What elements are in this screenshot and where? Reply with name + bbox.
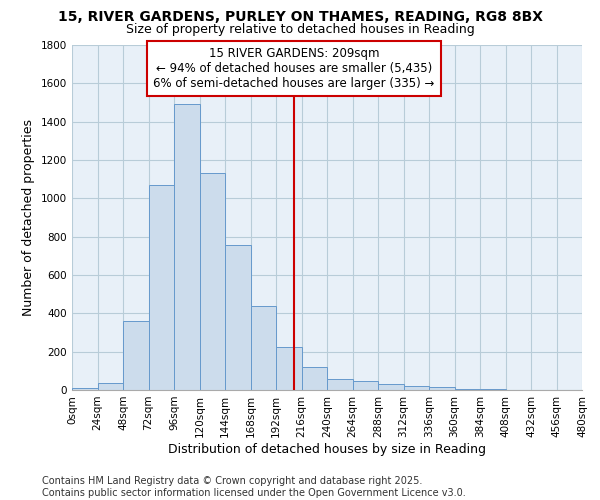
- Bar: [276, 347, 302, 390]
- Bar: [225, 246, 251, 390]
- Text: Size of property relative to detached houses in Reading: Size of property relative to detached ho…: [125, 22, 475, 36]
- Y-axis label: Number of detached properties: Number of detached properties: [22, 119, 35, 316]
- Text: 15 RIVER GARDENS: 209sqm
← 94% of detached houses are smaller (5,435)
6% of semi: 15 RIVER GARDENS: 209sqm ← 94% of detach…: [154, 47, 435, 90]
- Bar: [353, 382, 378, 390]
- Bar: [378, 384, 404, 390]
- Text: 15, RIVER GARDENS, PURLEY ON THAMES, READING, RG8 8BX: 15, RIVER GARDENS, PURLEY ON THAMES, REA…: [58, 10, 542, 24]
- Bar: [72, 388, 97, 390]
- X-axis label: Distribution of detached houses by size in Reading: Distribution of detached houses by size …: [168, 442, 486, 456]
- Bar: [302, 367, 327, 390]
- Bar: [455, 389, 480, 390]
- Bar: [327, 378, 353, 390]
- Bar: [123, 321, 149, 390]
- Bar: [429, 387, 455, 390]
- Bar: [174, 104, 199, 390]
- Text: Contains HM Land Registry data © Crown copyright and database right 2025.
Contai: Contains HM Land Registry data © Crown c…: [42, 476, 466, 498]
- Bar: [251, 306, 276, 390]
- Bar: [149, 185, 174, 390]
- Bar: [97, 384, 123, 390]
- Bar: [199, 174, 225, 390]
- Bar: [404, 386, 429, 390]
